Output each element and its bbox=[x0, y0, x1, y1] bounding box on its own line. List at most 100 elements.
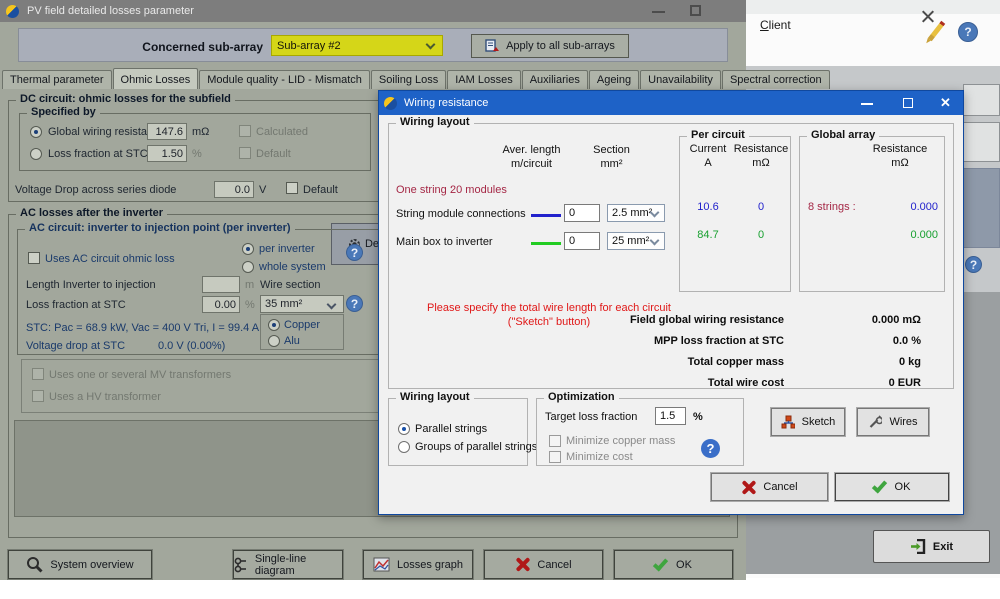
tab-spectral-correction[interactable]: Spectral correction bbox=[721, 70, 830, 89]
copper-radio[interactable] bbox=[268, 319, 280, 331]
hv-transformer-checkbox[interactable] bbox=[32, 390, 44, 402]
global-wiring-radio[interactable] bbox=[30, 126, 42, 138]
losses-graph-button[interactable]: Losses graph bbox=[362, 549, 474, 580]
single-line-icon bbox=[234, 557, 246, 572]
calculated-checkbox[interactable] bbox=[239, 125, 251, 137]
global-resistance-unit: mΩ bbox=[891, 157, 909, 169]
wiring-resistance-dialog: Wiring resistance ✕ Wiring layout Aver. … bbox=[378, 90, 964, 515]
exit-icon bbox=[910, 539, 926, 554]
tab-auxiliaries[interactable]: Auxiliaries bbox=[521, 70, 588, 89]
groups-parallel-radio[interactable] bbox=[398, 441, 410, 453]
mv-transformer-checkbox[interactable] bbox=[32, 368, 44, 380]
partial-button[interactable] bbox=[963, 122, 1000, 162]
modal-ok-button[interactable]: OK bbox=[834, 472, 950, 502]
summary-value: 0.0 % bbox=[892, 335, 921, 347]
parallel-strings-radio[interactable] bbox=[398, 423, 410, 435]
close-icon[interactable] bbox=[921, 9, 934, 22]
optimization-group: Optimization Target loss fraction 1.5 % … bbox=[536, 391, 744, 466]
partial-panel bbox=[963, 168, 1000, 248]
whole-system-radio[interactable] bbox=[242, 261, 254, 273]
wiring-layout-options-group: Wiring layout Parallel strings Groups of… bbox=[388, 391, 537, 466]
client-help-icon[interactable]: ? bbox=[958, 22, 978, 42]
main-titlebar[interactable]: PV field detailed losses parameter bbox=[0, 0, 746, 22]
string-length-field[interactable]: 0 bbox=[564, 204, 600, 222]
uses-ac-label: Uses AC circuit ohmic loss bbox=[45, 253, 175, 265]
hv-transformer-label: Uses a HV transformer bbox=[49, 391, 161, 403]
row2-global-resistance: 0.000 bbox=[910, 229, 938, 241]
col-m-circuit: m/circuit bbox=[511, 158, 552, 170]
mainbox-length-field[interactable]: 0 bbox=[564, 232, 600, 250]
alu-radio[interactable] bbox=[268, 335, 280, 347]
ok-check-icon bbox=[871, 477, 887, 494]
summary-label: Field global wiring resistance bbox=[629, 314, 784, 326]
cancel-x-icon bbox=[741, 480, 756, 495]
system-overview-button[interactable]: System overview bbox=[7, 549, 153, 580]
wiring-layout-main-title: Wiring layout bbox=[396, 116, 474, 128]
specified-by-group: Specified by Global wiring resistance 14… bbox=[19, 106, 371, 171]
subarray-header-panel: Concerned sub-array Sub-array #2 Apply t… bbox=[18, 28, 728, 62]
per-inverter-radio[interactable] bbox=[242, 243, 254, 255]
loss-fraction-radio[interactable] bbox=[30, 148, 42, 160]
mainbox-section-select[interactable]: 25 mm² bbox=[607, 232, 665, 250]
ac-losses-group: AC losses after the inverter AC circuit:… bbox=[8, 207, 738, 538]
minimize-icon[interactable] bbox=[861, 103, 873, 105]
uses-ac-checkbox[interactable] bbox=[28, 252, 40, 264]
string-section-select[interactable]: 2.5 mm² bbox=[607, 204, 665, 222]
wire-section-select[interactable]: 35 mm² bbox=[260, 295, 344, 313]
default-checkbox[interactable] bbox=[239, 147, 251, 159]
copper-label: Copper bbox=[284, 319, 321, 331]
subarray-select[interactable]: Sub-array #2 bbox=[271, 35, 443, 56]
target-loss-field[interactable]: 1.5 bbox=[655, 407, 686, 425]
ok-button[interactable]: OK bbox=[613, 549, 734, 580]
loss-stc-label: Loss fraction at STC bbox=[26, 299, 126, 311]
concerned-subarray-label: Concerned sub-array bbox=[142, 40, 263, 54]
per-circuit-resistance-unit: mΩ bbox=[752, 157, 770, 169]
tab-strip: Thermal parameter Ohmic Losses Module qu… bbox=[2, 68, 830, 89]
diode-field[interactable]: 0.0 bbox=[214, 181, 254, 198]
single-line-diagram-button[interactable]: Single-line diagram bbox=[232, 549, 344, 580]
cancel-x-icon bbox=[515, 557, 530, 572]
maximize-icon[interactable] bbox=[903, 98, 913, 108]
wiring-layout-options-title: Wiring layout bbox=[396, 391, 474, 403]
groups-parallel-label: Groups of parallel strings bbox=[415, 441, 538, 453]
sketch-button[interactable]: Sketch bbox=[770, 407, 846, 437]
loss-stc-field[interactable]: 0.00 bbox=[202, 296, 240, 313]
wire-help-icon[interactable]: ? bbox=[346, 295, 363, 312]
tab-ageing[interactable]: Ageing bbox=[588, 70, 640, 89]
partial-help-icon[interactable]: ? bbox=[965, 256, 982, 273]
vdrop-value: 0.0 V (0.00%) bbox=[158, 340, 226, 352]
modal-titlebar[interactable]: Wiring resistance ✕ bbox=[379, 91, 963, 115]
loss-fraction-label: Loss fraction at STC bbox=[48, 148, 148, 160]
magnifier-icon bbox=[27, 557, 43, 573]
close-icon[interactable]: ✕ bbox=[940, 95, 951, 110]
global-array-title: Global array bbox=[807, 129, 880, 141]
parallel-strings-label: Parallel strings bbox=[415, 423, 488, 435]
tab-thermal-parameter[interactable]: Thermal parameter bbox=[2, 70, 112, 89]
exit-button[interactable]: Exit bbox=[873, 530, 990, 563]
tab-ohmic-losses[interactable]: Ohmic Losses bbox=[112, 68, 199, 89]
summary-label: Total wire cost bbox=[707, 377, 784, 389]
cancel-button[interactable]: Cancel bbox=[483, 549, 604, 580]
client-header-band bbox=[746, 14, 1000, 66]
row1-resistance: 0 bbox=[757, 201, 765, 213]
loss-fraction-field[interactable]: 1.50 bbox=[147, 145, 187, 162]
modal-cancel-button[interactable]: Cancel bbox=[710, 472, 829, 502]
tab-iam-losses[interactable]: IAM Losses bbox=[447, 70, 521, 89]
minimize-cost-checkbox[interactable] bbox=[549, 451, 561, 463]
apply-all-icon bbox=[485, 39, 500, 52]
optimization-help-icon[interactable]: ? bbox=[701, 439, 720, 458]
global-wiring-field[interactable]: 147.6 bbox=[147, 123, 187, 140]
minimize-icon[interactable] bbox=[652, 11, 665, 13]
tab-soiling-loss[interactable]: Soiling Loss bbox=[370, 70, 447, 89]
diode-default-checkbox[interactable] bbox=[286, 182, 298, 194]
wires-button[interactable]: Wires bbox=[856, 407, 930, 437]
tab-module-quality[interactable]: Module quality - LID - Mismatch bbox=[199, 70, 370, 89]
minimize-copper-checkbox[interactable] bbox=[549, 435, 561, 447]
ac-help-icon[interactable]: ? bbox=[346, 244, 363, 261]
length-field[interactable] bbox=[202, 276, 240, 293]
tab-unavailability[interactable]: Unavailability bbox=[640, 70, 721, 89]
partial-button[interactable] bbox=[963, 84, 1000, 116]
apply-all-subarrays-button[interactable]: Apply to all sub-arrays bbox=[471, 34, 629, 58]
maximize-icon[interactable] bbox=[690, 5, 701, 16]
one-string-value: 20 modules bbox=[450, 184, 507, 196]
